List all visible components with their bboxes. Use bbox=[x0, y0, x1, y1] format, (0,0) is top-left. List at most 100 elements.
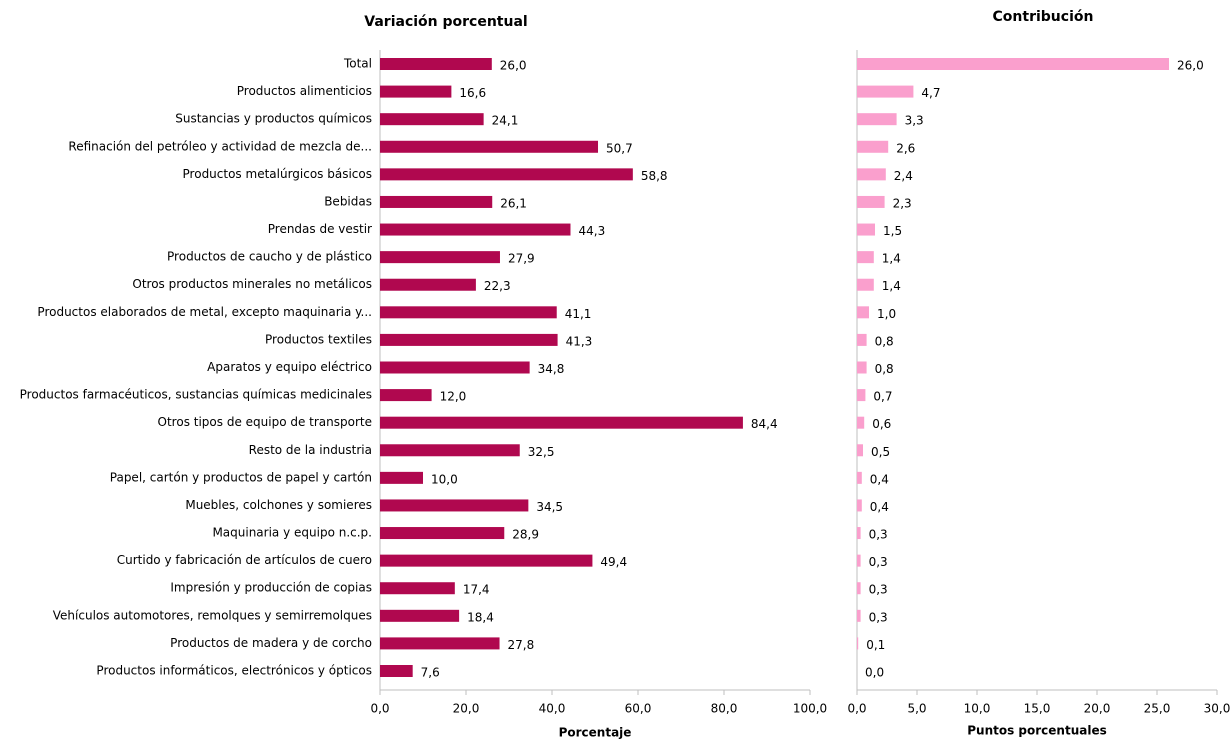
data-label: 26,0 bbox=[500, 59, 527, 73]
bar bbox=[857, 416, 865, 429]
y-tick-label: Curtido y fabricación de artículos de cu… bbox=[117, 553, 372, 567]
y-tick-label: Productos alimenticios bbox=[237, 84, 372, 98]
data-label: 49,4 bbox=[600, 555, 627, 569]
y-tick-label: Productos de madera y de corcho bbox=[170, 636, 372, 650]
data-label: 34,8 bbox=[538, 362, 565, 376]
bar bbox=[857, 637, 859, 650]
data-label: 10,0 bbox=[431, 472, 458, 486]
x-tick-label: 30,0 bbox=[1204, 702, 1231, 716]
bar bbox=[857, 168, 886, 181]
bar bbox=[857, 471, 862, 484]
data-label: 22,3 bbox=[484, 279, 511, 293]
x-tick-label: 60,0 bbox=[625, 702, 652, 716]
y-tick-label: Productos farmacéuticos, sustancias quím… bbox=[20, 388, 372, 402]
bar bbox=[380, 499, 529, 512]
bar bbox=[380, 278, 476, 291]
y-tick-label: Productos textiles bbox=[265, 332, 372, 346]
x-tick-label: 40,0 bbox=[539, 702, 566, 716]
data-label: 41,1 bbox=[565, 307, 592, 321]
y-tick-label: Aparatos y equipo eléctrico bbox=[207, 360, 372, 374]
chart-title: Variación porcentual bbox=[364, 14, 527, 30]
bar bbox=[380, 527, 505, 540]
data-label: 2,6 bbox=[896, 141, 915, 155]
x-tick-label: 100,0 bbox=[793, 702, 827, 716]
y-tick-label: Muebles, colchones y somieres bbox=[185, 498, 372, 512]
y-tick-label: Total bbox=[343, 57, 372, 71]
bar bbox=[380, 389, 432, 402]
y-tick-label: Productos de caucho y de plástico bbox=[167, 250, 372, 264]
data-label: 1,4 bbox=[882, 252, 901, 266]
data-label: 7,6 bbox=[421, 666, 440, 680]
data-label: 4,7 bbox=[921, 86, 940, 100]
data-label: 27,8 bbox=[508, 638, 535, 652]
data-label: 0,4 bbox=[870, 472, 889, 486]
bar bbox=[857, 554, 861, 567]
x-tick-label: 5,0 bbox=[907, 702, 926, 716]
data-label: 0,4 bbox=[870, 500, 889, 514]
x-tick-label: 25,0 bbox=[1144, 702, 1171, 716]
bar bbox=[380, 85, 452, 98]
bar bbox=[380, 361, 530, 374]
data-label: 41,3 bbox=[566, 334, 593, 348]
x-axis-title: Porcentaje bbox=[559, 726, 632, 740]
y-tick-label: Productos informáticos, electrónicos y ó… bbox=[96, 664, 372, 678]
data-label: 26,0 bbox=[1177, 59, 1204, 73]
data-label: 17,4 bbox=[463, 583, 490, 597]
bar bbox=[380, 140, 599, 153]
x-tick-label: 15,0 bbox=[1024, 702, 1051, 716]
bar bbox=[857, 306, 869, 319]
y-tick-label: Otros tipos de equipo de transporte bbox=[158, 415, 372, 429]
bar bbox=[380, 113, 484, 126]
data-label: 16,6 bbox=[459, 86, 486, 100]
bar bbox=[857, 195, 885, 208]
x-tick-label: 10,0 bbox=[964, 702, 991, 716]
bar bbox=[857, 333, 867, 346]
bar bbox=[857, 58, 1169, 70]
data-label: 1,0 bbox=[877, 307, 896, 321]
bar bbox=[857, 140, 889, 153]
data-label: 84,4 bbox=[751, 417, 778, 431]
y-tick-label: Bebidas bbox=[324, 194, 372, 208]
y-tick-label: Sustancias y productos químicos bbox=[175, 112, 372, 126]
bar bbox=[857, 582, 861, 595]
bar bbox=[380, 609, 460, 622]
data-label: 24,1 bbox=[492, 114, 519, 128]
data-label: 0,0 bbox=[865, 666, 884, 680]
y-tick-label: Refinación del petróleo y actividad de m… bbox=[68, 139, 372, 153]
data-label: 27,9 bbox=[508, 252, 535, 266]
x-tick-label: 80,0 bbox=[711, 702, 738, 716]
data-label: 0,1 bbox=[866, 638, 885, 652]
bar bbox=[857, 223, 875, 236]
data-label: 0,3 bbox=[869, 528, 888, 542]
data-label: 0,8 bbox=[875, 362, 894, 376]
data-label: 26,1 bbox=[500, 196, 527, 210]
bar bbox=[857, 609, 861, 622]
chart-title: Contribución bbox=[993, 9, 1094, 25]
y-tick-label: Prendas de vestir bbox=[268, 222, 372, 236]
bar bbox=[380, 251, 500, 264]
data-label: 0,3 bbox=[869, 610, 888, 624]
data-label: 50,7 bbox=[606, 141, 633, 155]
bar bbox=[380, 471, 423, 484]
y-tick-label: Vehículos automotores, remolques y semir… bbox=[53, 608, 372, 622]
y-tick-label: Resto de la industria bbox=[249, 443, 372, 457]
y-tick-label: Productos metalúrgicos básicos bbox=[183, 167, 372, 181]
x-axis-title: Puntos porcentuales bbox=[967, 724, 1107, 738]
bar bbox=[857, 499, 862, 512]
y-tick-label: Maquinaria y equipo n.c.p. bbox=[212, 526, 372, 540]
data-label: 0,5 bbox=[871, 445, 890, 459]
data-label: 1,5 bbox=[883, 224, 902, 238]
bar bbox=[380, 168, 633, 181]
bar bbox=[380, 333, 558, 346]
bar bbox=[380, 582, 455, 595]
bar bbox=[380, 416, 743, 429]
data-label: 0,6 bbox=[872, 417, 891, 431]
data-label: 0,3 bbox=[869, 583, 888, 597]
data-label: 12,0 bbox=[440, 390, 467, 404]
x-tick-label: 20,0 bbox=[453, 702, 480, 716]
bar bbox=[857, 85, 914, 98]
bar bbox=[380, 554, 593, 567]
data-label: 32,5 bbox=[528, 445, 555, 459]
